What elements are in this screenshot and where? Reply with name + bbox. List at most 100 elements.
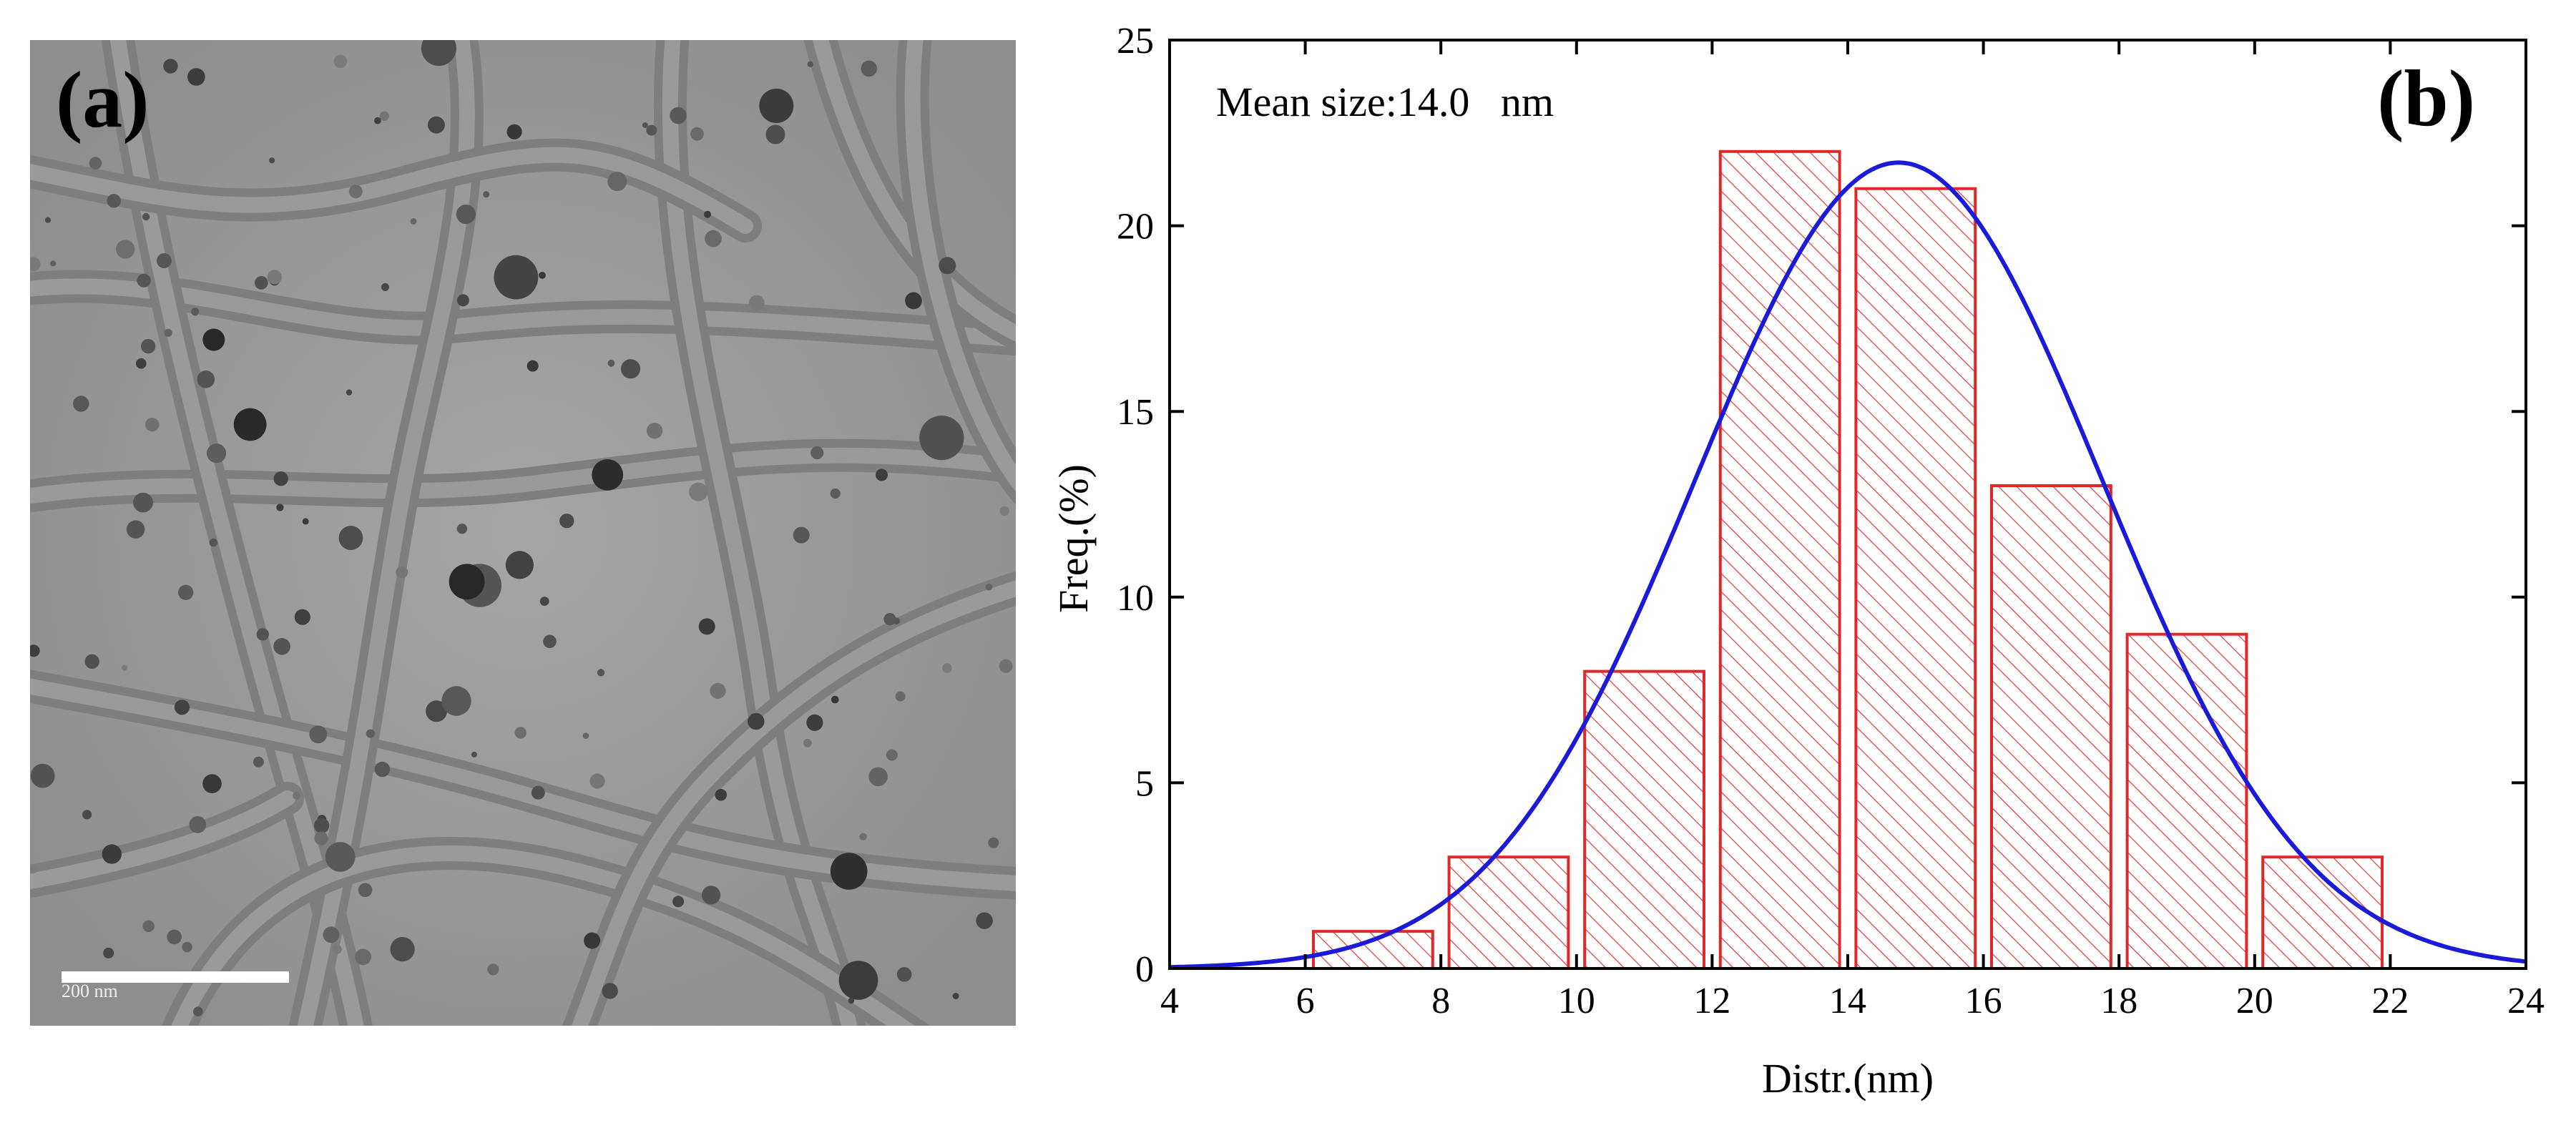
nanoparticle (73, 396, 89, 412)
y-tick-label: 20 (1117, 207, 1154, 247)
nanoparticle (269, 157, 275, 164)
nanoparticle (314, 818, 330, 834)
nanoparticle (592, 459, 624, 491)
nanoparticle (427, 116, 445, 134)
nanoparticle (233, 408, 267, 441)
nanoparticle (939, 257, 956, 275)
nanoparticle (559, 514, 574, 529)
nanoparticle (191, 308, 200, 316)
tem-micrograph (30, 40, 1016, 1026)
nanoparticle (861, 60, 878, 77)
nanoparticle (294, 609, 310, 625)
nanoparticle (449, 564, 485, 600)
nanoparticle (421, 40, 456, 67)
nanotube-core (30, 790, 295, 890)
nanoparticle (749, 295, 765, 311)
nanoparticle (107, 194, 121, 208)
nanotube-core (171, 845, 915, 1026)
nanoparticle (803, 738, 812, 747)
nanoparticle (141, 338, 156, 354)
nanoparticle (456, 524, 468, 534)
nanoparticle (988, 837, 999, 848)
nanoparticle (187, 68, 205, 86)
x-tick-label: 8 (1431, 981, 1450, 1021)
nanoparticle (883, 613, 896, 626)
nanoparticle (701, 886, 721, 905)
nanoparticle (505, 551, 534, 579)
nanoparticle (999, 659, 1013, 673)
x-tick-label: 24 (2507, 981, 2545, 1021)
nanoparticle (426, 700, 448, 722)
nanotube-core (571, 580, 1016, 1026)
nanoparticle (333, 54, 348, 68)
x-tick-label: 10 (1558, 981, 1595, 1021)
histogram-bar-4 (1718, 149, 1841, 970)
nanoparticle (848, 997, 855, 1004)
nanoparticle (136, 358, 147, 369)
y-tick-label: 0 (1135, 949, 1154, 990)
nanoparticle (182, 941, 192, 953)
nanoparticle (273, 638, 290, 655)
nanoparticle (985, 583, 993, 591)
nanoparticle (325, 842, 356, 872)
nanoparticle (670, 107, 687, 124)
nanoparticle (859, 833, 867, 841)
nanoparticle (374, 761, 391, 778)
nanoparticle (810, 446, 824, 460)
nanoparticle (830, 488, 841, 499)
nanoparticle (126, 520, 145, 539)
nanoparticle (830, 853, 868, 890)
nanoparticle (607, 359, 615, 367)
nanoparticle (456, 294, 469, 307)
plot-frame (1168, 39, 2527, 970)
nanoparticle (868, 767, 888, 787)
nanoparticle (838, 961, 878, 1000)
nanoparticle (602, 983, 618, 999)
nanoparticle (358, 883, 373, 898)
nanoparticle (506, 124, 522, 139)
nanoparticle (705, 230, 722, 247)
nanoparticle (209, 538, 218, 547)
gaussian-fit-curve (1169, 160, 2527, 970)
nanoparticle (886, 749, 898, 761)
x-tick-label: 14 (1829, 981, 1866, 1021)
nanoparticle (381, 283, 389, 291)
nanoparticle (589, 773, 605, 789)
nanoparticle (597, 669, 605, 677)
nanoparticle (896, 967, 912, 982)
nanoparticle (338, 526, 363, 550)
nanoparticle (494, 255, 539, 300)
y-tick-label: 15 (1117, 392, 1154, 433)
nanoparticle (164, 328, 172, 337)
histogram-bar-6 (1990, 484, 2112, 970)
x-axis-label: Distr.(nm) (1762, 1055, 1934, 1102)
nanoparticle (189, 816, 207, 833)
nanoparticle (103, 947, 114, 958)
nanoparticle (919, 416, 964, 461)
nanoparticle (50, 260, 57, 267)
histogram-bar-5 (1854, 187, 1977, 971)
nanoparticle (202, 774, 222, 793)
nanoparticle (607, 172, 627, 192)
nanoparticle (895, 691, 906, 702)
nanoparticle (999, 506, 1009, 516)
nanoparticle (690, 127, 704, 141)
nanoparticle (806, 714, 823, 731)
nanoparticle (441, 686, 471, 716)
nanoparticle (646, 124, 657, 136)
nanoparticle (390, 937, 415, 962)
nanoparticle (689, 482, 708, 501)
nanotube-core (812, 40, 1016, 342)
nanoparticle (942, 663, 952, 673)
panel-a-label: (a) (56, 56, 150, 144)
nanoparticle (905, 292, 922, 310)
nanoparticle (89, 157, 102, 170)
nanoparticle (116, 240, 135, 259)
nanoparticle (197, 371, 215, 388)
nanoparticle (410, 218, 417, 225)
nanoparticle (276, 504, 284, 511)
nanoparticle (582, 732, 589, 739)
nanoparticle (174, 700, 190, 715)
nanoparticle (710, 682, 726, 700)
nanoparticle (82, 810, 92, 820)
